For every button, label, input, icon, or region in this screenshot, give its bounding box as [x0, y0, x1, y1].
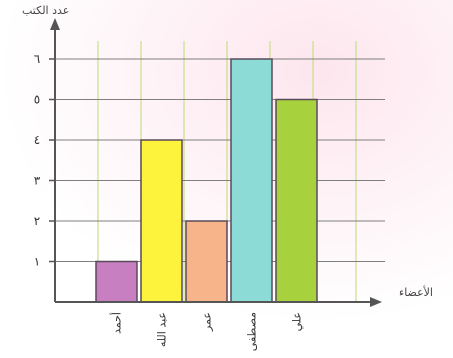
category-label: عبد الله	[156, 312, 169, 347]
category-label: عمر	[201, 312, 214, 332]
y-tick-label: ١	[34, 255, 40, 269]
y-tick-labels: ١ ٢ ٣ ٤ ٥ ٦	[34, 52, 41, 269]
category-label: علي	[291, 312, 304, 331]
bar-1	[95, 260, 138, 303]
y-axis-title: عدد الكتب	[22, 4, 69, 17]
category-label: مصطفى	[246, 312, 259, 351]
bars	[95, 58, 318, 303]
y-axis-arrow-icon	[50, 18, 60, 30]
category-labels: أحمد عبد الله عمر مصطفى علي	[110, 312, 304, 351]
x-axis-arrow-icon	[370, 297, 382, 307]
x-axis-title: الأعضاء	[399, 285, 433, 299]
category-label: أحمد	[110, 312, 124, 334]
y-tick-label: ٦	[34, 52, 40, 66]
bar-2	[140, 139, 183, 303]
y-tick-label: ٢	[34, 214, 40, 228]
axes	[50, 18, 382, 307]
y-tick-label: ٥	[34, 93, 40, 107]
bar-5	[275, 98, 318, 303]
y-tick-label: ٣	[34, 174, 41, 188]
y-tick-label: ٤	[34, 133, 40, 147]
bar-4	[230, 58, 273, 303]
bar-3	[185, 220, 228, 303]
